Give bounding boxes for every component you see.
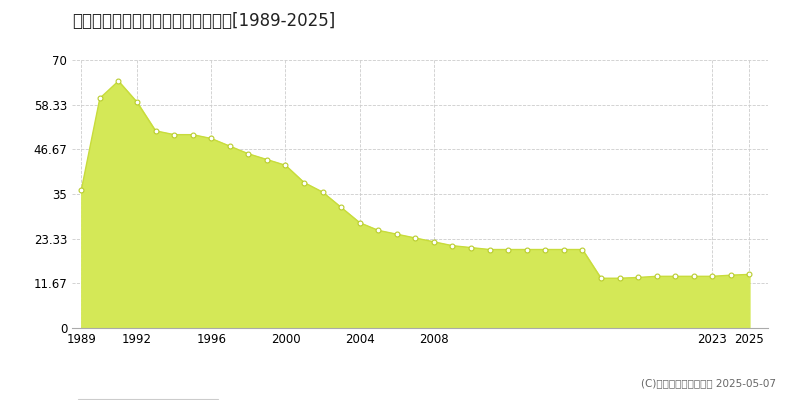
Text: (C)土地価格ドットコム 2025-05-07: (C)土地価格ドットコム 2025-05-07	[641, 378, 776, 388]
Legend: 公示地価　平均嵪単価(万円/嵪): 公示地価 平均嵪単価(万円/嵪)	[78, 399, 218, 400]
Text: 生駒郡平群町綠ケ丘　公示地価推移[1989-2025]: 生駒郡平群町綠ケ丘 公示地価推移[1989-2025]	[72, 12, 335, 30]
